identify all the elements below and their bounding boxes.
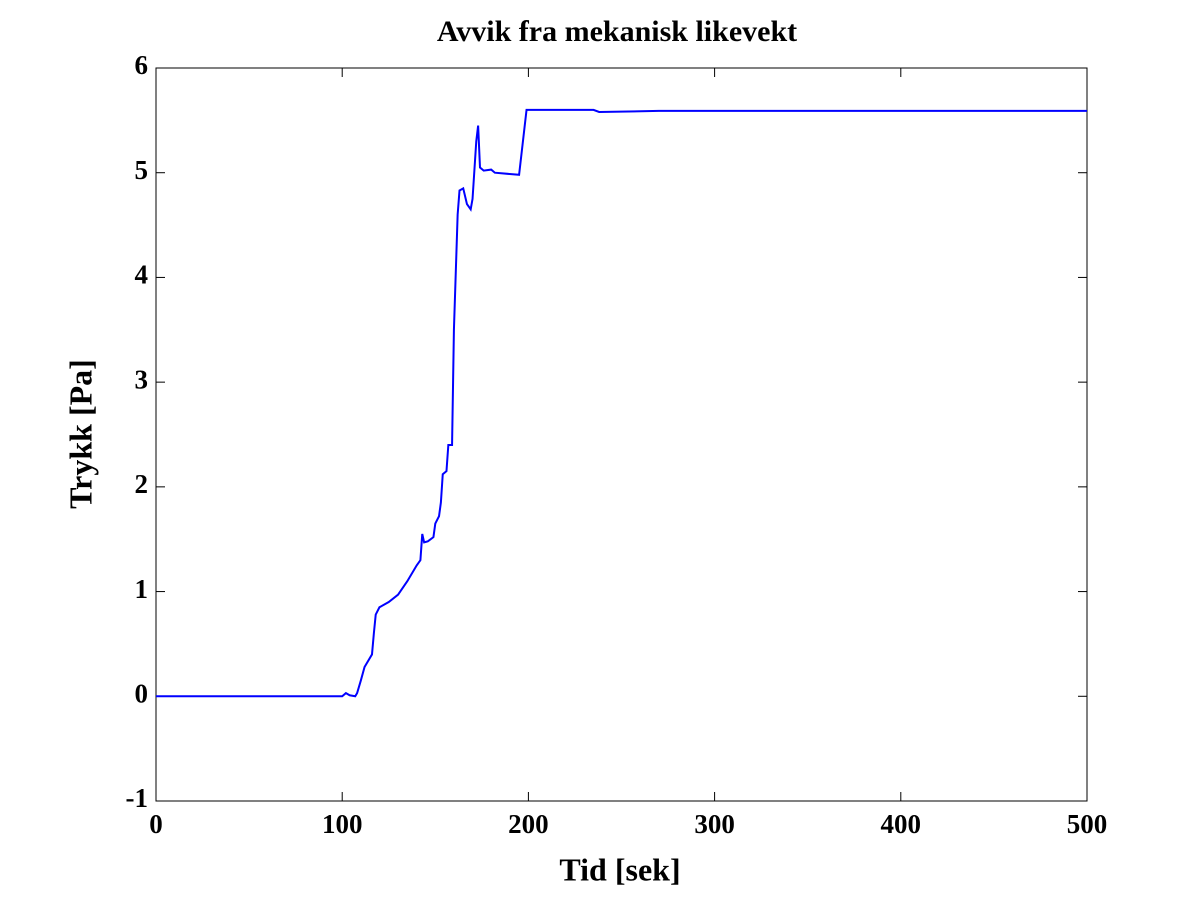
plot-frame [155,67,1088,802]
data-line [156,108,1087,698]
chart-title: Avvik fra mekanisk likevekt [437,15,797,48]
y-tick-label: 4 [135,260,149,290]
y-tick-label: -1 [126,783,149,813]
x-tick-label: 500 [1067,809,1108,839]
y-tick-label: 1 [135,574,149,604]
x-tick-label: 0 [149,809,163,839]
y-tick-label: 6 [135,50,149,80]
x-tick-label: 400 [881,809,922,839]
y-tick-label: 2 [135,469,149,499]
x-tick-label: 100 [322,809,363,839]
y-tick-label: 0 [135,678,149,708]
y-axis-label: Trykk [Pa] [62,359,98,509]
x-tick-label: 300 [694,809,735,839]
y-tick-label: 3 [135,364,149,394]
x-tick-label: 200 [508,809,549,839]
x-axis-label: Tid [sek] [559,851,680,887]
y-tick-label: 5 [135,155,149,185]
